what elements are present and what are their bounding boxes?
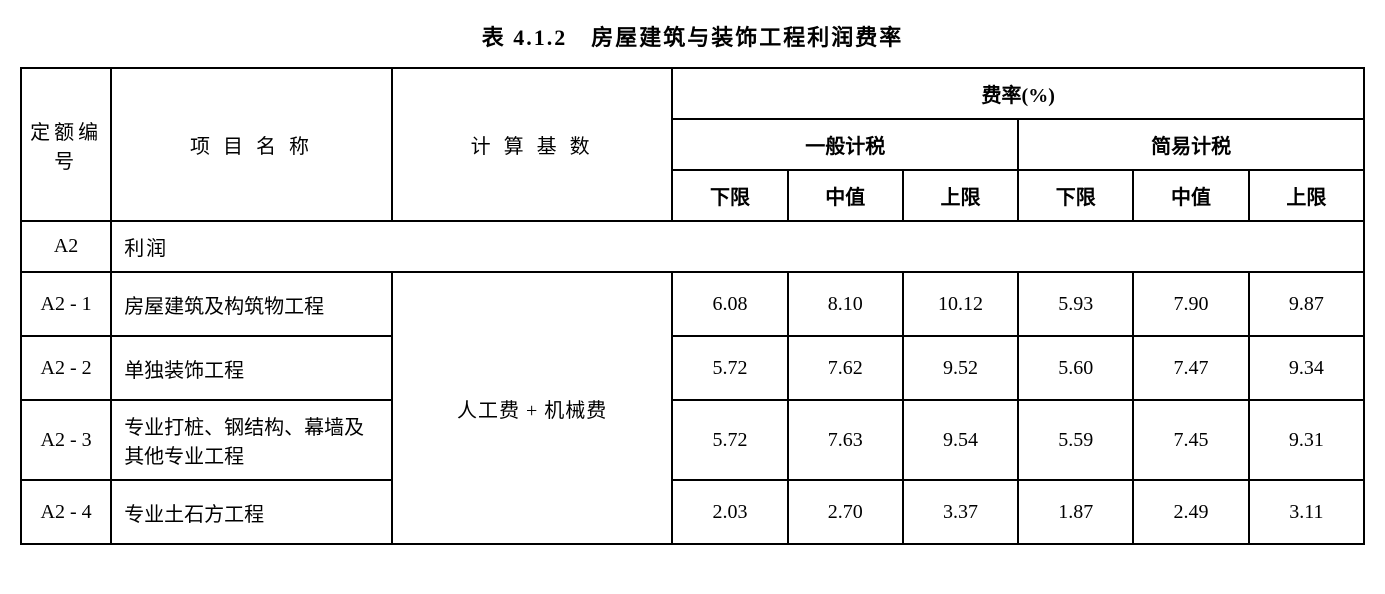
cell-value: 2.49 xyxy=(1133,480,1248,544)
header-s-lower: 下限 xyxy=(1018,170,1133,221)
cell-code: A2 - 1 xyxy=(21,272,111,336)
cell-value: 7.45 xyxy=(1133,400,1248,480)
cell-value: 9.52 xyxy=(903,336,1018,400)
section-row: A2 利润 xyxy=(21,221,1364,272)
cell-value: 2.03 xyxy=(672,480,787,544)
table-row: A2 - 1 房屋建筑及构筑物工程 人工费 + 机械费 6.08 8.10 10… xyxy=(21,272,1364,336)
table-title: 表 4.1.2 房屋建筑与装饰工程利润费率 xyxy=(20,20,1365,52)
cell-name: 专业土石方工程 xyxy=(111,480,392,544)
cell-name: 专业打桩、钢结构、幕墙及其他专业工程 xyxy=(111,400,392,480)
cell-value: 3.37 xyxy=(903,480,1018,544)
cell-value: 7.63 xyxy=(788,400,903,480)
cell-value: 1.87 xyxy=(1018,480,1133,544)
cell-value: 9.87 xyxy=(1249,272,1364,336)
cell-value: 5.72 xyxy=(672,336,787,400)
cell-value: 2.70 xyxy=(788,480,903,544)
section-code: A2 xyxy=(21,221,111,272)
cell-value: 10.12 xyxy=(903,272,1018,336)
header-g-upper: 上限 xyxy=(903,170,1018,221)
header-general-tax: 一般计税 xyxy=(672,119,1018,170)
cell-value: 5.93 xyxy=(1018,272,1133,336)
cell-value: 5.72 xyxy=(672,400,787,480)
header-g-lower: 下限 xyxy=(672,170,787,221)
cell-code: A2 - 2 xyxy=(21,336,111,400)
header-code: 定额编号 xyxy=(21,68,111,221)
cell-basis: 人工费 + 机械费 xyxy=(392,272,673,544)
cell-value: 5.60 xyxy=(1018,336,1133,400)
cell-code: A2 - 3 xyxy=(21,400,111,480)
cell-value: 6.08 xyxy=(672,272,787,336)
cell-value: 5.59 xyxy=(1018,400,1133,480)
cell-value: 7.62 xyxy=(788,336,903,400)
cell-value: 8.10 xyxy=(788,272,903,336)
header-rate: 费率(%) xyxy=(672,68,1364,119)
header-s-upper: 上限 xyxy=(1249,170,1364,221)
cell-value: 9.31 xyxy=(1249,400,1364,480)
profit-rate-table: 定额编号 项 目 名 称 计 算 基 数 费率(%) 一般计税 简易计税 下限 … xyxy=(20,67,1365,545)
header-g-mid: 中值 xyxy=(788,170,903,221)
cell-value: 7.90 xyxy=(1133,272,1248,336)
table-row: A2 - 3 专业打桩、钢结构、幕墙及其他专业工程 5.72 7.63 9.54… xyxy=(21,400,1364,480)
cell-value: 3.11 xyxy=(1249,480,1364,544)
header-name: 项 目 名 称 xyxy=(111,68,392,221)
cell-name: 房屋建筑及构筑物工程 xyxy=(111,272,392,336)
header-s-mid: 中值 xyxy=(1133,170,1248,221)
cell-value: 9.34 xyxy=(1249,336,1364,400)
cell-code: A2 - 4 xyxy=(21,480,111,544)
table-row: A2 - 2 单独装饰工程 5.72 7.62 9.52 5.60 7.47 9… xyxy=(21,336,1364,400)
section-label: 利润 xyxy=(111,221,1364,272)
cell-name: 单独装饰工程 xyxy=(111,336,392,400)
cell-value: 9.54 xyxy=(903,400,1018,480)
table-row: A2 - 4 专业土石方工程 2.03 2.70 3.37 1.87 2.49 … xyxy=(21,480,1364,544)
header-basis: 计 算 基 数 xyxy=(392,68,673,221)
cell-value: 7.47 xyxy=(1133,336,1248,400)
header-simple-tax: 简易计税 xyxy=(1018,119,1364,170)
